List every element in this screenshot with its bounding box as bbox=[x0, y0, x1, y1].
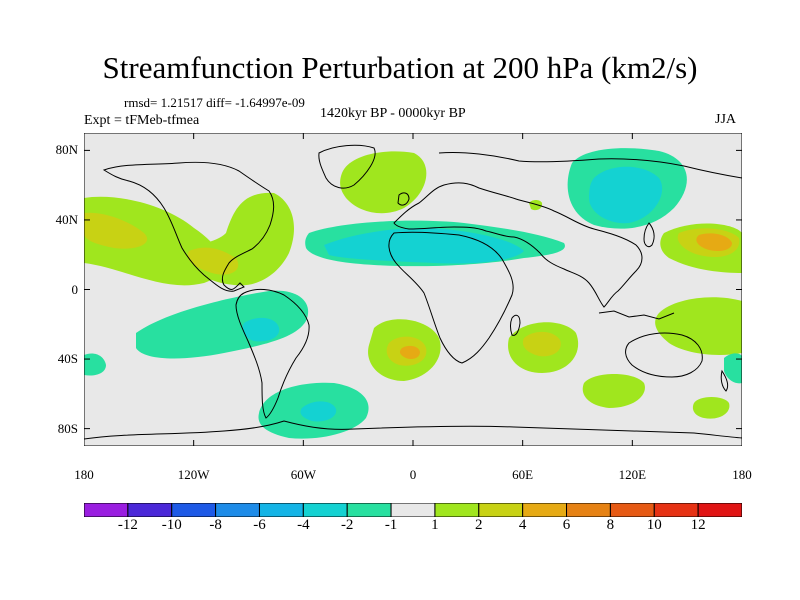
contour-positive-natlantic bbox=[340, 151, 427, 214]
contour-positive-wpacific-peak bbox=[696, 233, 732, 251]
colorbar-swatch bbox=[609, 503, 655, 517]
colorbar-swatch bbox=[346, 503, 392, 517]
colorbar-swatch bbox=[84, 503, 129, 517]
colorbar-label: -4 bbox=[297, 517, 310, 533]
coast-australia bbox=[625, 332, 703, 378]
colorbar-label: 2 bbox=[475, 517, 483, 533]
lon-label-60E: 60E bbox=[512, 467, 534, 482]
lon-label-60W: 60W bbox=[290, 467, 316, 482]
contour-positive-satlantic-peak bbox=[399, 345, 420, 360]
contour-positive-nepacific-core bbox=[84, 212, 148, 249]
lon-label-120W: 120W bbox=[177, 467, 210, 482]
colorbar-label: -2 bbox=[340, 517, 354, 533]
coast-north-america bbox=[102, 161, 275, 292]
colorbar bbox=[84, 503, 742, 517]
colorbar-swatch bbox=[434, 503, 480, 517]
coast-greenland bbox=[318, 144, 376, 189]
coast-new-zealand bbox=[720, 369, 729, 392]
contour-negative-mediterranean-core bbox=[324, 227, 524, 264]
coast-indonesia bbox=[598, 310, 675, 320]
contour-negative-ewpac bbox=[724, 353, 742, 384]
lat-label-0: 0 bbox=[71, 281, 79, 297]
period-label: 1420kyr BP - 0000kyr BP bbox=[320, 106, 466, 121]
contour-negative-samerica bbox=[136, 290, 309, 359]
contour-negative-samerica-core bbox=[242, 317, 280, 342]
contour-negative-mongolia-core bbox=[589, 166, 663, 224]
colorbar-label: 6 bbox=[562, 517, 571, 533]
contour-positive-sepacific bbox=[692, 397, 730, 419]
map-panel bbox=[84, 133, 742, 446]
coast-antarctica bbox=[84, 420, 742, 440]
colorbar-label: 10 bbox=[646, 517, 662, 533]
experiment-label: Expt = tFMeb-tfmea bbox=[84, 113, 200, 128]
lon-label-120E: 120E bbox=[618, 467, 647, 482]
colorbar-label: 1 bbox=[431, 517, 439, 533]
coast-japan bbox=[643, 222, 655, 248]
stats-label: rmsd= 1.21517 diff= -1.64997e-09 bbox=[124, 95, 305, 110]
colorbar-swatch bbox=[522, 503, 568, 517]
colorbar-label: 8 bbox=[606, 517, 615, 533]
colorbar-swatch bbox=[653, 503, 699, 517]
chart-title: Streamfunction Perturbation at 200 hPa (… bbox=[102, 50, 698, 85]
colorbar-label: -12 bbox=[117, 517, 138, 533]
contour-positive-midatlantic bbox=[529, 200, 543, 211]
colorbar-swatch bbox=[171, 503, 217, 517]
coast-madagascar bbox=[510, 314, 521, 336]
lon-label-180: 180 bbox=[74, 467, 94, 482]
lon-label-0: 0 bbox=[409, 467, 417, 482]
contour-positive-wpac-tropics bbox=[655, 297, 742, 355]
contour-positive-sindian-core bbox=[522, 331, 561, 357]
lon-label-180: 180 bbox=[732, 467, 752, 482]
lat-label-80N: 80N bbox=[55, 142, 78, 158]
colorbar-swatch bbox=[215, 503, 260, 517]
contour-negative-southern-core bbox=[300, 401, 337, 422]
lat-label-40S: 40S bbox=[57, 351, 78, 367]
coast-africa bbox=[388, 231, 514, 364]
coastlines bbox=[84, 144, 742, 440]
colorbar-label: -10 bbox=[161, 517, 182, 533]
axis-ticks bbox=[84, 133, 742, 446]
coast-north-asia bbox=[438, 151, 742, 179]
colorbar-swatch bbox=[127, 503, 173, 517]
colorbar-label: 4 bbox=[518, 517, 527, 533]
season-label: JJA bbox=[715, 112, 737, 127]
coast-uk bbox=[397, 192, 410, 206]
colorbar-label: -6 bbox=[253, 517, 266, 533]
colorbar-swatch bbox=[478, 503, 524, 517]
colorbar-swatch bbox=[697, 503, 742, 517]
coast-south-america bbox=[235, 288, 310, 419]
contour-positive-seindian bbox=[582, 374, 645, 408]
lat-label-40N: 40N bbox=[55, 211, 78, 227]
colorbar-label: -1 bbox=[384, 517, 398, 533]
coast-europe-asia bbox=[393, 182, 643, 308]
colorbar-swatch bbox=[390, 503, 436, 517]
colorbar-swatch bbox=[566, 503, 611, 517]
contour-fills bbox=[84, 148, 742, 439]
colorbar-label: -8 bbox=[209, 517, 222, 533]
lat-label-80S: 80S bbox=[57, 420, 78, 436]
colorbar-label: 12 bbox=[690, 517, 706, 533]
colorbar-swatch bbox=[258, 503, 304, 517]
colorbar-swatch bbox=[302, 503, 348, 517]
